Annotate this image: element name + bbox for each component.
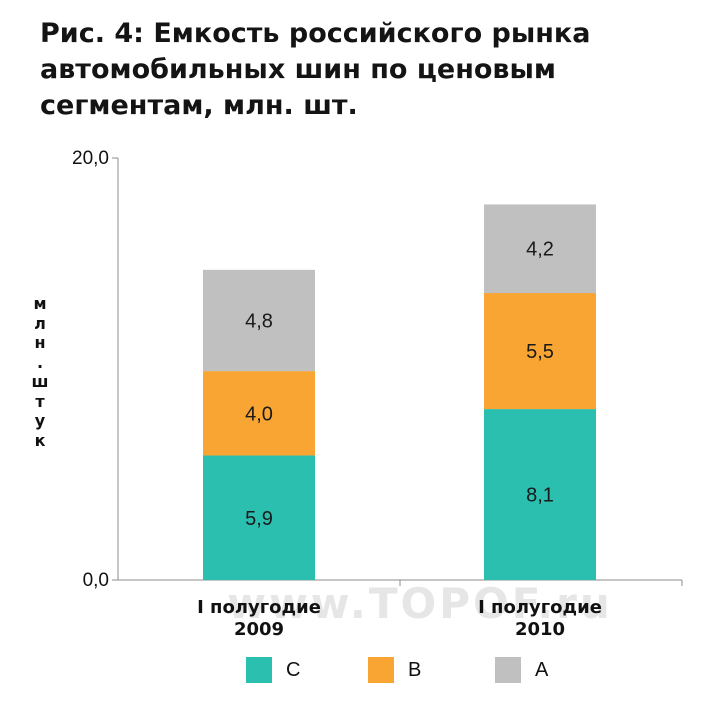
x-category-label: I полугодие — [478, 597, 602, 618]
legend-swatch — [246, 657, 272, 683]
y-axis-label-char: . — [36, 352, 44, 372]
legend-item-a: A — [495, 654, 548, 686]
bar-segment-a — [203, 269, 315, 372]
y-axis-label-char: ш — [31, 372, 49, 391]
x-category-label: I полугодие — [197, 597, 321, 618]
watermark: www.TOPOF.ru — [227, 579, 613, 628]
y-tick-label: 20,0 — [72, 148, 109, 169]
data-label: 5,5 — [526, 341, 554, 363]
legend-swatch — [368, 657, 394, 683]
x-category-label: 2010 — [515, 619, 565, 640]
y-tick-label: 0,0 — [83, 570, 109, 591]
legend-item-b: B — [368, 654, 421, 686]
bar-segment-b — [203, 371, 315, 456]
chart-title: Рис. 4: Емкость российского рынка автомо… — [40, 16, 700, 124]
chart-title-line-3: сегментам, млн. шт. — [40, 90, 358, 121]
data-label: 4,0 — [245, 403, 273, 425]
bar-segment-a — [484, 204, 596, 294]
legend-item-c: C — [246, 654, 300, 686]
bar-segment-c — [484, 409, 596, 580]
legend-label: A — [535, 658, 549, 681]
y-axis-label-char: у — [34, 411, 46, 430]
legend-label: C — [286, 658, 301, 681]
legend-swatch — [495, 657, 521, 683]
y-axis-label-char: к — [34, 430, 46, 450]
data-label: 8,1 — [526, 485, 554, 507]
chart-title-line-1: Рис. 4: Емкость российского рынка — [40, 18, 591, 49]
y-axis-label-char: м — [33, 294, 47, 313]
y-axis-label-char: л — [34, 313, 46, 333]
x-category-label: 2009 — [234, 619, 284, 640]
y-axis-label-char: н — [34, 333, 46, 352]
bar-segment-b — [484, 293, 596, 410]
y-axis-label-char: т — [35, 391, 45, 411]
bar-segment-c — [203, 455, 315, 580]
chart-title-line-2: автомобильных шин по ценовым — [40, 54, 556, 85]
data-label: 4,2 — [526, 239, 554, 261]
data-label: 5,9 — [245, 508, 273, 530]
stacked-bar-chart: www.TOPOF.ru0,020,05,94,04,8I полугодие2… — [72, 148, 683, 640]
data-label: 4,8 — [245, 310, 273, 332]
legend-label: B — [408, 658, 422, 681]
